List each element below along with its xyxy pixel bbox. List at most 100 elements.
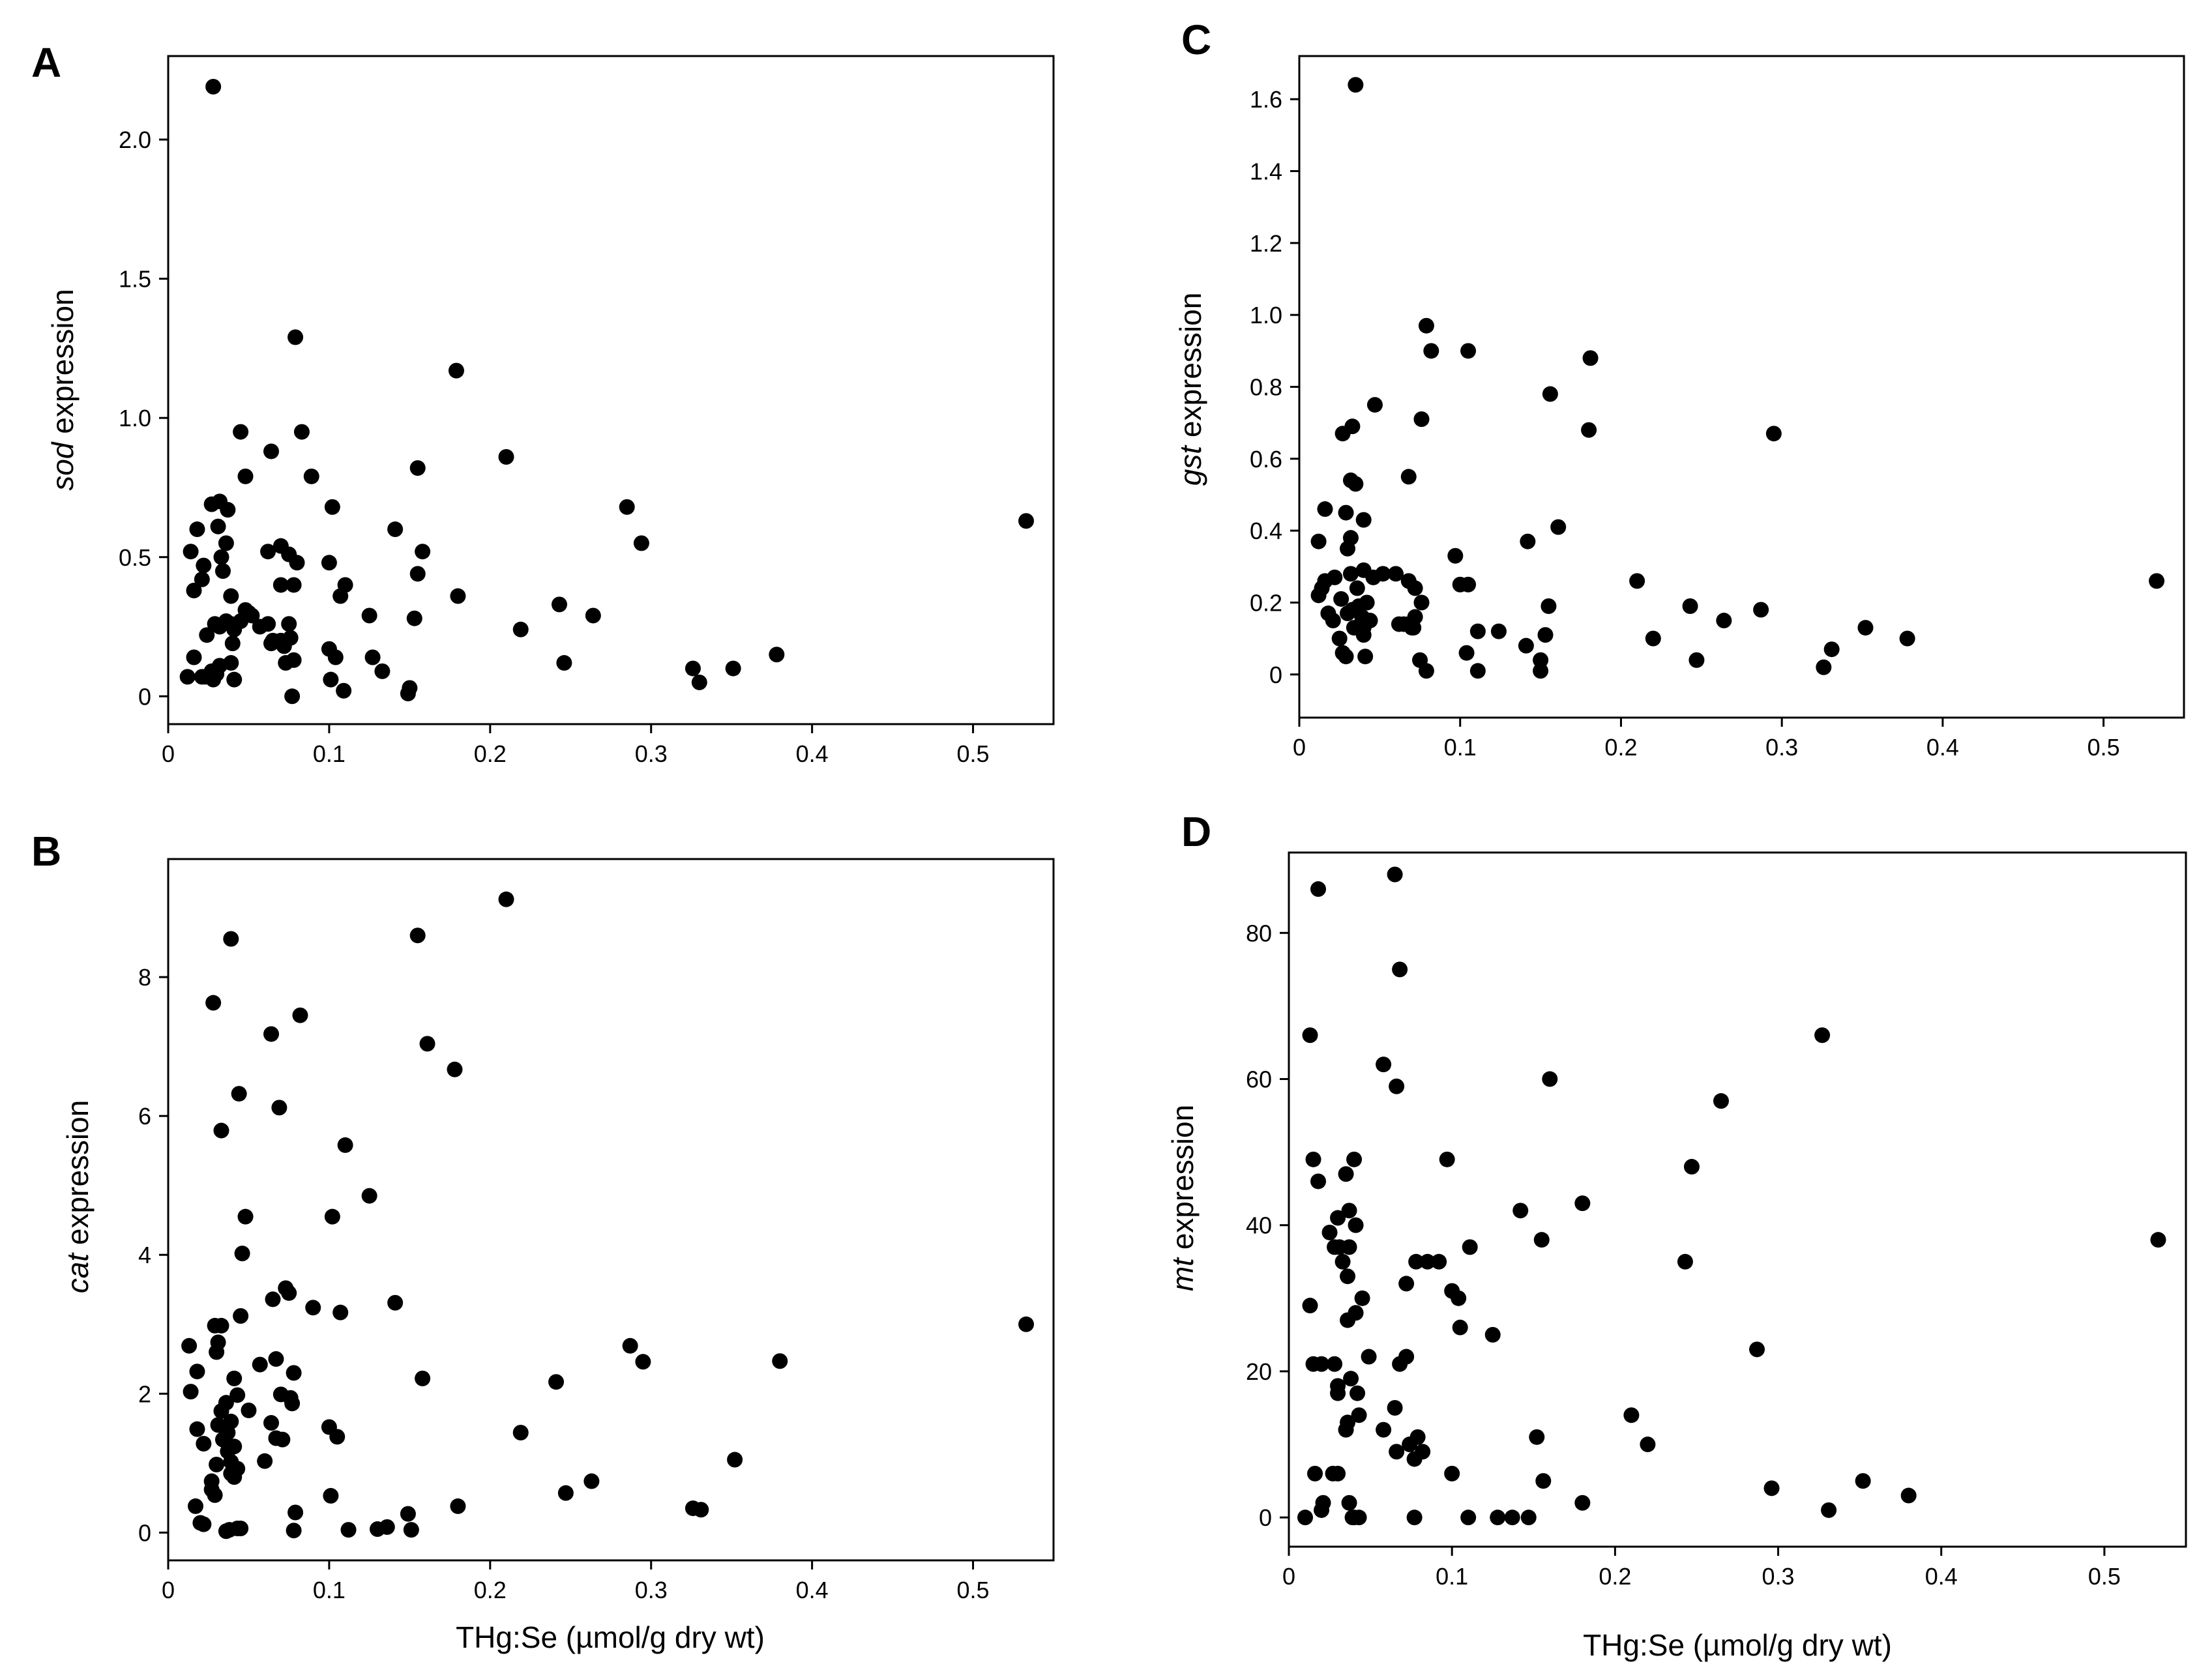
- data-point-a: [409, 460, 426, 476]
- data-point-d: [1444, 1465, 1460, 1482]
- y-tick-label-a: 1.0: [119, 405, 151, 431]
- x-ticks-c: 0 0.1 0.2 0.3 0.4 0.5: [1293, 718, 2120, 761]
- data-point-d: [1484, 1326, 1501, 1343]
- data-point-a: [400, 686, 416, 702]
- x-tick-label-b: 0: [162, 1577, 175, 1603]
- data-point-d: [1623, 1407, 1640, 1423]
- data-point-d: [1683, 1159, 1700, 1175]
- y-tick-label-d: 60: [1246, 1066, 1272, 1093]
- data-point-a: [220, 502, 236, 518]
- data-point-b: [557, 1485, 574, 1501]
- x-tick-label-c: 0.4: [1926, 734, 1959, 761]
- data-point-a: [263, 443, 280, 460]
- data-point-c: [1413, 411, 1430, 428]
- data-point-b: [323, 1487, 339, 1504]
- data-point-b: [209, 1344, 225, 1360]
- data-point-a: [633, 535, 649, 551]
- y-tick-label-a: 2.0: [119, 126, 151, 153]
- y-tick-label-c: 0.4: [1250, 518, 1282, 544]
- data-point-a: [288, 329, 304, 345]
- data-point-a: [303, 468, 319, 484]
- y-tick-label-c: 1.0: [1250, 302, 1282, 328]
- data-point-a: [196, 557, 212, 574]
- x-tick-label-c: 0: [1293, 734, 1306, 761]
- data-point-c: [1366, 397, 1383, 413]
- data-point-d: [1387, 866, 1403, 883]
- data-point-b: [189, 1421, 205, 1437]
- data-point-a: [183, 544, 199, 560]
- data-point-d: [1749, 1341, 1765, 1358]
- data-point-d: [1402, 1437, 1418, 1453]
- x-tick-label-c: 0.1: [1444, 734, 1477, 761]
- data-point-b: [361, 1188, 377, 1204]
- data-point-d: [1855, 1473, 1871, 1489]
- data-point-a: [214, 563, 231, 579]
- data-point-a: [374, 663, 391, 679]
- y-axis-title-b: cat expression: [61, 1100, 95, 1294]
- data-point-a: [327, 649, 344, 665]
- data-point-c: [1342, 566, 1359, 582]
- data-point-c: [1460, 576, 1477, 592]
- data-point-b: [252, 1356, 268, 1373]
- data-point-b: [233, 1520, 249, 1536]
- x-tick-label-c: 0.5: [2087, 734, 2120, 761]
- data-point-b: [181, 1337, 198, 1354]
- data-point-c: [1753, 602, 1769, 618]
- data-point-a: [179, 669, 196, 685]
- data-point-a: [189, 521, 205, 538]
- y-axis-suffix-b: expression: [61, 1100, 95, 1253]
- data-point-a: [260, 544, 276, 560]
- data-point-d: [1321, 1224, 1338, 1240]
- data-point-b: [369, 1521, 385, 1538]
- plot-frame-c: [1298, 55, 2185, 719]
- y-axis-gene-c: gst: [1173, 445, 1207, 486]
- data-point-b: [292, 1007, 308, 1023]
- x-tick-label-d: 0.3: [1762, 1563, 1795, 1590]
- panel-d: D 0 0.1 0.2 0.3 0.4 0.5 0 20 40 60 80 mt expressi…: [1166, 808, 2187, 1662]
- data-point-d: [1389, 1444, 1405, 1460]
- data-point-a: [323, 671, 339, 688]
- data-point-b: [693, 1502, 709, 1518]
- data-point-d: [1376, 1057, 1392, 1073]
- data-point-b: [234, 1246, 250, 1262]
- data-point-c: [1338, 504, 1354, 521]
- y-tick-label-b: 2: [138, 1380, 151, 1407]
- data-point-d: [1331, 1239, 1348, 1255]
- y-tick-label-b: 4: [138, 1242, 151, 1268]
- data-point-d: [1376, 1422, 1392, 1438]
- data-point-c: [1348, 77, 1364, 93]
- data-point-d: [1406, 1510, 1423, 1526]
- data-point-a: [218, 535, 234, 551]
- data-point-d: [1330, 1465, 1346, 1482]
- data-point-b: [340, 1522, 357, 1538]
- data-point-a: [556, 655, 572, 671]
- data-point-a: [213, 549, 229, 565]
- data-point-b: [727, 1452, 743, 1468]
- x-tick-label-b: 0.2: [474, 1577, 507, 1603]
- data-point-a: [263, 635, 280, 652]
- data-point-d: [1677, 1253, 1693, 1270]
- data-point-a: [286, 577, 302, 593]
- data-point-b: [1018, 1316, 1035, 1332]
- data-point-d: [1335, 1253, 1351, 1270]
- data-point-a: [273, 577, 289, 593]
- data-point-b: [263, 1415, 280, 1431]
- data-point-d: [1302, 1027, 1318, 1044]
- data-point-d: [1341, 1495, 1357, 1511]
- data-point-b: [257, 1453, 273, 1469]
- data-point-c: [1458, 645, 1475, 661]
- data-point-c: [1447, 547, 1464, 564]
- x-tick-label-a: 0.2: [474, 740, 507, 767]
- data-point-b: [209, 1456, 225, 1472]
- data-point-a: [619, 499, 635, 515]
- data-point-a: [336, 682, 352, 699]
- x-tick-label-c: 0.2: [1604, 734, 1637, 761]
- data-point-c: [1331, 630, 1348, 647]
- data-point-d: [1392, 961, 1408, 978]
- data-point-d: [1462, 1239, 1478, 1255]
- data-point-b: [281, 1285, 297, 1301]
- data-point-b: [237, 1208, 254, 1225]
- data-point-c: [1490, 623, 1507, 639]
- data-point-c: [1537, 627, 1554, 643]
- data-point-a: [387, 521, 404, 538]
